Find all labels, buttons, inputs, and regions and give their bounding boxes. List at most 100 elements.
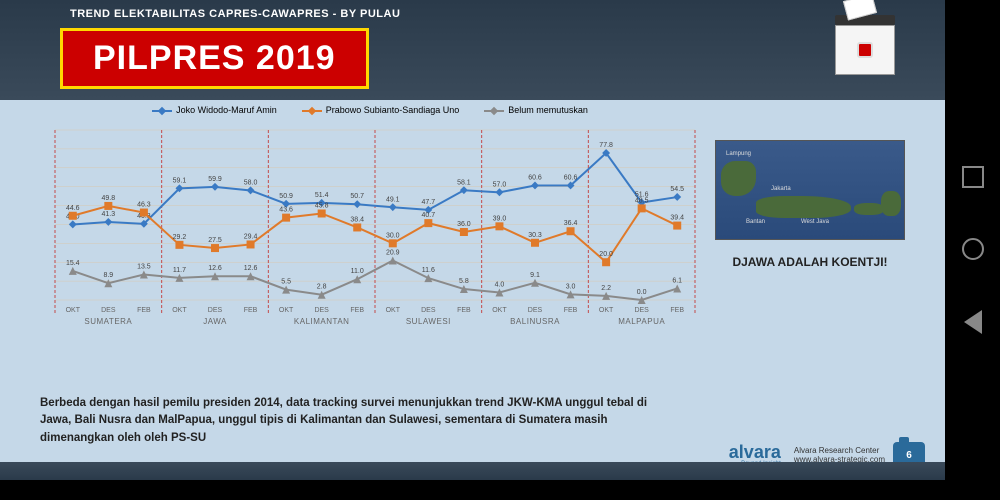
phone-nav-bar (945, 0, 1000, 500)
brand-org: Alvara Research Center (794, 446, 885, 455)
svg-text:2.2: 2.2 (601, 285, 611, 292)
svg-text:50.7: 50.7 (350, 193, 364, 200)
svg-text:OKT: OKT (386, 307, 401, 314)
svg-text:11.7: 11.7 (173, 267, 186, 274)
svg-text:36.0: 36.0 (457, 221, 471, 228)
brand-name: alvara (729, 443, 781, 461)
chart-svg: OKT DES FEB OKT DES FEB OKT DES FEB OKT DES FEB OKT D… (40, 120, 700, 340)
region-label: KALIMANTAN (268, 317, 375, 326)
svg-text:30.0: 30.0 (386, 232, 400, 239)
svg-text:2.8: 2.8 (317, 284, 327, 291)
region-label: MALPAPUA (588, 317, 695, 326)
svg-text:9.1: 9.1 (530, 272, 540, 279)
svg-text:77.8: 77.8 (599, 142, 613, 149)
svg-text:36.4: 36.4 (564, 220, 578, 227)
svg-text:12.6: 12.6 (208, 265, 222, 272)
svg-text:13.5: 13.5 (137, 264, 151, 271)
svg-text:OKT: OKT (599, 307, 614, 314)
svg-text:DES: DES (101, 307, 116, 314)
svg-text:6.1: 6.1 (672, 277, 682, 284)
map-caption: DJAWA ADALAH KOENTJI! (715, 255, 905, 269)
svg-text:59.9: 59.9 (208, 176, 222, 183)
slide: TREND ELEKTABILITAS CAPRES-CAWAPRES - BY… (0, 0, 945, 480)
svg-text:43.6: 43.6 (279, 207, 293, 214)
svg-text:8.9: 8.9 (103, 272, 113, 279)
region-label: SUMATERA (55, 317, 162, 326)
recent-apps-icon[interactable] (962, 166, 984, 188)
region-label: JAWA (162, 317, 269, 326)
header-subtitle: TREND ELEKTABILITAS CAPRES-CAWAPRES - BY… (0, 0, 945, 20)
svg-text:60.6: 60.6 (528, 175, 542, 182)
svg-text:46.3: 46.3 (137, 202, 151, 209)
svg-text:44.6: 44.6 (66, 205, 80, 212)
svg-text:FEB: FEB (564, 307, 578, 314)
svg-text:41.3: 41.3 (102, 211, 116, 218)
region-axis-labels: SUMATERAJAWAKALIMANTANSULAWESIBALINUSRAM… (40, 317, 700, 326)
svg-text:4.0: 4.0 (495, 281, 505, 288)
svg-text:49.1: 49.1 (386, 196, 400, 203)
content-area: Joko Widodo-Maruf Amin Prabowo Subianto-S… (40, 105, 905, 475)
svg-text:57.0: 57.0 (493, 181, 507, 188)
legend-item: Joko Widodo-Maruf Amin (152, 105, 277, 115)
svg-text:DES: DES (208, 307, 223, 314)
svg-text:20.0: 20.0 (599, 251, 613, 258)
svg-text:DES: DES (528, 307, 543, 314)
slide-header: TREND ELEKTABILITAS CAPRES-CAWAPRES - BY… (0, 0, 945, 100)
svg-text:OKT: OKT (66, 307, 81, 314)
description-text: Berbeda dengan hasil pemilu presiden 201… (40, 395, 660, 447)
svg-text:11.0: 11.0 (351, 268, 364, 275)
region-label: BALINUSRA (482, 317, 589, 326)
svg-text:45.8: 45.8 (315, 202, 329, 209)
svg-text:5.8: 5.8 (459, 278, 469, 285)
home-icon[interactable] (962, 238, 984, 260)
svg-text:FEB: FEB (457, 307, 471, 314)
map-panel: Lampung Bantan Jakarta West Java DJAWA A… (715, 140, 905, 269)
svg-text:29.4: 29.4 (244, 233, 258, 240)
region-label: SULAWESI (375, 317, 482, 326)
svg-text:51.4: 51.4 (315, 192, 329, 199)
svg-text:FEB: FEB (350, 307, 364, 314)
line-chart: Joko Widodo-Maruf Amin Prabowo Subianto-S… (40, 105, 700, 365)
legend-item: Prabowo Subianto-Sandiaga Uno (302, 105, 460, 115)
legend-item: Belum memutuskan (484, 105, 588, 115)
svg-text:11.6: 11.6 (422, 267, 435, 274)
svg-text:OKT: OKT (492, 307, 507, 314)
title-text: PILPRES 2019 (93, 39, 336, 78)
svg-text:50.9: 50.9 (279, 193, 293, 200)
svg-text:49.8: 49.8 (102, 195, 116, 202)
svg-text:20.9: 20.9 (386, 250, 400, 257)
svg-text:15.4: 15.4 (66, 260, 80, 267)
java-map-icon: Lampung Bantan Jakarta West Java (715, 140, 905, 240)
svg-text:30.3: 30.3 (528, 232, 542, 239)
svg-text:48.5: 48.5 (635, 197, 649, 204)
back-icon[interactable] (964, 310, 982, 334)
svg-text:DES: DES (421, 307, 436, 314)
svg-text:58.1: 58.1 (457, 179, 471, 186)
svg-text:DES: DES (314, 307, 329, 314)
bottom-strip (0, 462, 945, 480)
svg-text:60.6: 60.6 (564, 175, 578, 182)
svg-text:0.0: 0.0 (637, 289, 647, 296)
title-box: PILPRES 2019 (60, 28, 369, 89)
svg-text:FEB: FEB (670, 307, 684, 314)
svg-text:38.4: 38.4 (350, 216, 364, 223)
svg-text:47.7: 47.7 (422, 199, 436, 206)
svg-text:DES: DES (634, 307, 649, 314)
chart-legend: Joko Widodo-Maruf Amin Prabowo Subianto-S… (40, 105, 700, 115)
svg-text:12.6: 12.6 (244, 265, 258, 272)
svg-text:OKT: OKT (172, 307, 187, 314)
ballot-box-icon (835, 15, 895, 85)
svg-text:FEB: FEB (244, 307, 258, 314)
svg-text:39.4: 39.4 (670, 215, 684, 222)
svg-text:40.7: 40.7 (422, 212, 436, 219)
svg-text:OKT: OKT (279, 307, 294, 314)
svg-text:3.0: 3.0 (566, 283, 576, 290)
svg-text:39.0: 39.0 (493, 215, 507, 222)
svg-text:59.1: 59.1 (173, 177, 187, 184)
svg-text:54.5: 54.5 (670, 186, 684, 193)
svg-text:5.5: 5.5 (281, 279, 291, 286)
svg-text:FEB: FEB (137, 307, 151, 314)
svg-text:29.2: 29.2 (173, 234, 187, 241)
svg-text:58.0: 58.0 (244, 179, 258, 186)
svg-text:27.5: 27.5 (208, 237, 222, 244)
